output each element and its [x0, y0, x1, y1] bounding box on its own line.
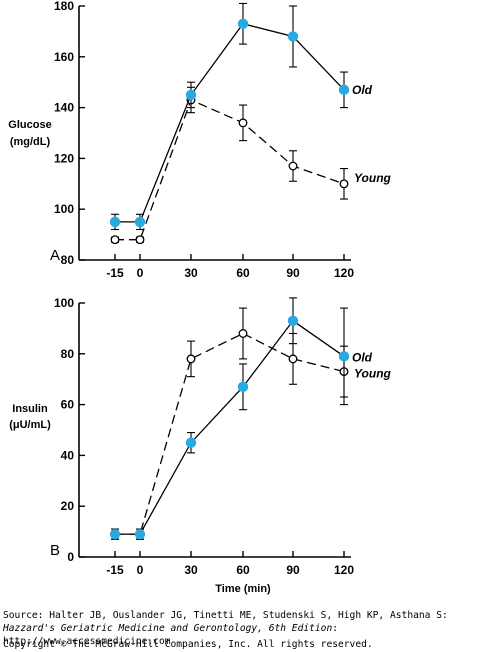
- old-data-point: [338, 84, 350, 96]
- y-tick-label: 60: [61, 398, 75, 412]
- source-citation: Source: Halter JB, Ouslander JG, Tinetti…: [3, 609, 487, 648]
- x-tick-label: 30: [184, 563, 198, 577]
- y-tick-label: 120: [54, 151, 74, 165]
- old-data-point: [134, 528, 146, 540]
- old-data-point: [237, 18, 249, 29]
- old-data-point: [287, 315, 299, 326]
- x-tick-label: -15: [106, 266, 124, 280]
- old-data-point: [237, 381, 249, 393]
- x-tick-label: 90: [286, 563, 300, 577]
- young-series-label: Young: [354, 171, 392, 185]
- figure: 80 100 120 140 160 180 -15 0 30 60 90 120 Glucose (mg…: [8, 0, 391, 595]
- old-data-point: [109, 528, 121, 540]
- y-axis-label: (mg/dL): [10, 136, 51, 148]
- copyright-notice: Copyright © The McGraw-Hill Companies, I…: [3, 639, 373, 650]
- old-series-line: [115, 23, 345, 223]
- old-series-label: Old: [352, 83, 373, 97]
- y-tick-label: 100: [54, 202, 74, 216]
- x-tick-label: 90: [286, 266, 300, 280]
- insulin-panel: 0 20 40 60 80 100 -15 0 30 60 90 120 Insulin (μU/mL) B…: [9, 296, 391, 595]
- y-axis-label: Glucose: [8, 119, 51, 131]
- source-title: Hazzard's Geriatric Medicine and Geronto…: [3, 623, 333, 634]
- old-data-point: [109, 216, 121, 228]
- y-tick-label: 20: [61, 499, 75, 513]
- y-axis-label: Insulin: [12, 403, 48, 415]
- y-tick-label: 80: [61, 253, 75, 267]
- old-series-label: Old: [352, 350, 373, 364]
- x-tick-label: 60: [236, 563, 250, 577]
- old-data-point: [287, 31, 299, 42]
- y-tick-label: 80: [61, 347, 75, 361]
- glucose-panel: 80 100 120 140 160 180 -15 0 30 60 90 120 Glucose (mg…: [8, 0, 391, 280]
- panel-letter: A: [50, 247, 60, 264]
- young-data-point: [238, 118, 248, 128]
- young-series-label: Young: [354, 367, 392, 381]
- young-data-point: [288, 354, 298, 364]
- young-data-point: [135, 235, 145, 245]
- old-data-point: [185, 89, 197, 101]
- x-tick-label: 0: [137, 563, 144, 577]
- old-data-point: [185, 437, 197, 448]
- x-tick-label: 60: [236, 266, 250, 280]
- source-prefix: Source: Halter JB, Ouslander JG, Tinetti…: [3, 610, 448, 621]
- y-tick-label: 40: [61, 448, 75, 462]
- old-data-point: [338, 351, 350, 362]
- young-data-point: [110, 235, 120, 245]
- x-tick-label: 120: [334, 563, 354, 577]
- y-tick-label: 140: [54, 101, 74, 115]
- young-series-line: [115, 99, 345, 241]
- young-data-point: [288, 161, 298, 171]
- source-suffix: : http://www.accessmedicine.com: [3, 623, 339, 647]
- x-tick-label: 30: [184, 266, 198, 280]
- x-tick-label: -15: [106, 563, 124, 577]
- y-tick-label: 0: [67, 550, 74, 564]
- x-tick-label: 0: [137, 266, 144, 280]
- young-data-point: [186, 354, 196, 364]
- young-data-point: [339, 179, 349, 189]
- x-tick-label: 120: [334, 266, 354, 280]
- young-data-point: [238, 329, 248, 338]
- y-tick-label: 180: [54, 0, 74, 13]
- old-data-point: [134, 216, 146, 228]
- y-tick-label: 160: [54, 50, 74, 64]
- young-series-line: [115, 332, 345, 535]
- x-axis-title: Time (min): [215, 583, 271, 595]
- y-axis-label: (μU/mL): [9, 419, 51, 431]
- y-tick-label: 100: [54, 296, 74, 310]
- panel-letter: B: [50, 542, 60, 559]
